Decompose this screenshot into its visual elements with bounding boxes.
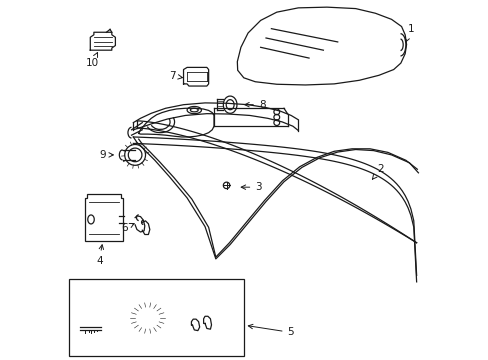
Text: 5: 5 <box>248 324 294 337</box>
Text: 2: 2 <box>372 164 383 179</box>
Text: 8: 8 <box>244 100 265 110</box>
Text: 10: 10 <box>85 53 99 68</box>
Text: 1: 1 <box>405 24 413 42</box>
Text: 9: 9 <box>99 150 113 160</box>
Text: 6: 6 <box>121 224 134 233</box>
Text: 3: 3 <box>241 182 262 192</box>
Text: 7: 7 <box>169 71 182 81</box>
Bar <box>69 279 244 356</box>
Text: 4: 4 <box>96 245 103 266</box>
